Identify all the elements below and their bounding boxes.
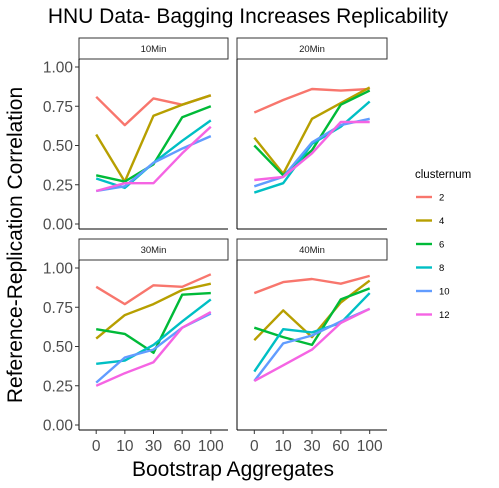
series-line-8 [253,292,371,373]
x-tick-label: 60 [174,438,192,455]
panel-30Min: 30Min 0.00 0.25 0.50 0.75 1.00 0 10 30 60 100 [43,238,229,455]
panel-10Min: 10Min 0.00 0.25 0.50 0.75 1.00 [43,37,229,234]
y-tick-label: 1.00 [43,261,74,278]
series-line-12 [254,120,370,182]
legend-label-12: 12 [439,310,450,321]
x-tick-label: 100 [198,438,224,455]
series-line-12 [95,125,212,193]
panel-40Min: 40Min 0 10 30 60 100 [236,238,388,455]
x-tick-label: 10 [116,438,134,455]
y-tick-label: 0.75 [43,99,73,116]
panel-20Min: 20Min [236,37,388,230]
x-tick-label: 0 [92,438,101,455]
series-line-4 [253,86,371,176]
facet-strip-label: 40Min [299,245,325,256]
legend-title: clusternum [415,169,471,181]
legend-label-10: 10 [439,287,450,298]
y-tick-label: 0.00 [43,418,74,435]
legend: clusternum 2 4 6 8 10 12 [415,169,471,321]
series-line-2 [253,274,371,295]
series-line-4 [95,282,212,340]
x-tick-label: 10 [275,438,293,455]
legend-label-8: 8 [439,263,444,274]
chart-title: HNU Data- Bagging Increases Replicabilit… [48,5,449,28]
legend-items: 2 4 6 8 10 12 [416,193,450,321]
y-tick-label: 0.50 [43,138,74,155]
x-tick-label: 60 [332,438,350,455]
facet-strip-label: 20Min [299,44,325,55]
series-line-12 [95,310,212,387]
x-tick-label: 30 [145,438,163,455]
x-tick-label: 30 [303,438,321,455]
series-line-6 [253,89,371,177]
facet-strip [78,37,229,60]
series-line-2 [253,87,370,114]
y-tick-label: 0.25 [43,378,73,395]
y-tick-label: 0.25 [43,177,73,194]
y-axis-title: Reference-Replication Correlation [4,87,27,403]
legend-label-4: 4 [439,216,444,227]
legend-label-2: 2 [439,193,444,204]
y-tick-label: 0.50 [43,339,74,356]
series-line-2 [95,273,212,306]
series-line-6 [96,291,211,354]
x-axis-title: Bootstrap Aggregates [132,458,334,481]
facet-strip [78,238,229,261]
series-line-8 [95,119,212,190]
x-tick-label: 100 [357,438,383,455]
y-tick-label: 1.00 [43,60,74,77]
series-line-4 [95,94,212,183]
facet-panels: 10Min 0.00 0.25 0.50 0.75 1.00 20Min 30Min 0.00 0… [43,37,388,455]
legend-label-6: 6 [439,240,444,251]
facet-strip [236,37,388,60]
series-line-6 [253,287,371,347]
facet-strip-label: 30Min [141,245,167,256]
facet-strip [236,238,388,261]
x-tick-label: 0 [250,438,259,455]
y-tick-label: 0.00 [43,217,74,234]
series-line-8 [96,298,212,365]
facet-strip-label: 10Min [141,44,167,55]
y-tick-label: 0.75 [43,300,73,317]
series-line-12 [253,307,371,383]
